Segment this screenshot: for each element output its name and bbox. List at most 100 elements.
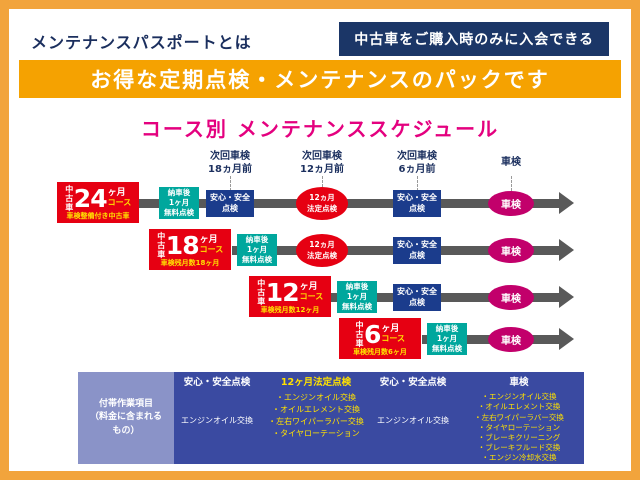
course-box-12months: 中古車 12 ヶ月 コース 車検残月数12ヶ月 [249,276,331,318]
legal-inspection-marker: 12ヵ月 法定点検 [296,187,348,220]
legal-inspection-marker: 12ヵ月 法定点検 [296,234,348,267]
course-suffix: コース [299,291,324,301]
course-main: 中古車 18 ヶ月 コース [152,231,228,259]
delivery-line2: 1ヶ月 [436,333,458,343]
column-header-line1: 次回車検 [397,151,437,162]
shaken-marker: 車検 [488,238,534,263]
table-col-items: ・エンジンオイル交換 ・オイルエレメント交換 ・左右ワイパーラバー交換 ・タイヤ… [260,392,372,440]
column-tick [417,176,418,191]
table-left-line1: 付帯作業項目 [98,398,153,409]
used-car-label: 中古車 [156,231,166,259]
course-number: 12 [265,277,300,307]
course-unit: ヶ月 [199,234,218,245]
course-number: 6 [363,319,381,349]
column-header-6months: 次回車検 6ヵ月前 [381,151,453,176]
table-col-safety-1: 安心・安全点検 エンジンオイル交換 [174,372,260,464]
table-col-shaken: 車検 ・エンジンオイル交換 ・オイルエレメント交換 ・左右ワイパーラバー交換 ・… [454,372,584,464]
safety-inspection-marker: 安心・安全 点検 [206,190,254,217]
table-item: エンジンオイル交換 [377,416,449,426]
table-col-items: エンジンオイル交換 [372,415,454,427]
legal-line1: 12ヵ月 [309,240,335,250]
course-side: ヶ月 コース [299,281,324,302]
delivery-inspection-marker: 納車後 1ヶ月 無料点検 [237,234,277,266]
column-header-line2: 6ヵ月前 [398,163,436,175]
table-left-line2: （料金に含まれる [89,412,162,423]
table-col-items: エンジンオイル交換 [174,415,260,427]
table-col-header: 12ヶ月法定点検 [280,377,352,388]
delivery-line1: 納車後 [435,323,459,333]
delivery-line3: 無料点検 [342,302,372,312]
delivery-line2: 1ヶ月 [246,244,268,254]
column-header-12months: 次回車検 12ヵ月前 [286,151,358,176]
course-side: ヶ月 コース [381,324,405,344]
table-item: ・オイルエレメント交換 [272,405,360,415]
used-car-label: 中古車 [64,184,74,212]
table-col-header: 安心・安全点検 [183,377,251,388]
infographic: メンテナンスパスポートとは 中古車をご購入時のみに入会できる お得な定期点検・メ… [9,9,631,471]
safety-line1: 安心・安全 [397,287,437,297]
course-caption: 車検整備付き中古車 [66,212,130,220]
safety-inspection-marker: 安心・安全 点検 [393,284,441,311]
table-left-line3: もの） [112,425,140,436]
course-caption: 車検残月数12ヶ月 [260,306,320,314]
course-caption: 車検残月数6ヶ月 [353,348,407,356]
column-tick [322,176,323,191]
safety-inspection-marker: 安心・安全 点検 [393,190,441,217]
course-main: 中古車 24 ヶ月 コース [60,184,136,212]
safety-line1: 安心・安全 [397,193,437,203]
safety-line2: 点検 [409,297,425,307]
used-car-label: 中古車 [256,278,266,306]
column-header-line2: 18ヵ月前 [208,163,252,175]
course-suffix: コース [107,197,132,207]
safety-inspection-marker: 安心・安全 点検 [393,237,441,264]
table-col-header: 安心・安全点検 [379,377,447,388]
used-car-label: 中古車 [354,320,364,348]
column-header-line1: 次回車検 [210,151,250,162]
column-header-shaken: 車検 [475,157,547,170]
promo-banner: お得な定期点検・メンテナンスのパックです [19,60,621,98]
table-item: ・エンジンオイル交換 [481,392,557,402]
course-side: ヶ月 コース [107,187,132,208]
table-item: ・ブレーキフルード交換 [477,442,561,452]
shaken-marker: 車検 [488,191,534,216]
delivery-line3: 無料点検 [432,344,462,354]
course-number: 24 [73,183,108,213]
table-item: ・ブレーキクリーニング [477,432,561,442]
column-tick [511,176,512,191]
delivery-line2: 1ヶ月 [346,291,368,301]
timeline-arrow-24 [137,192,574,214]
included-work-table: 付帯作業項目 （料金に含まれる もの） 安心・安全点検 エンジンオイル交換 12… [78,372,584,464]
shaken-marker: 車検 [488,285,534,310]
table-item: ・エンジンオイル交換 [276,393,356,403]
delivery-line3: 無料点検 [164,208,194,218]
delivery-inspection-marker: 納車後 1ヶ月 無料点検 [159,187,199,219]
page-title: メンテナンスパスポートとは [31,33,252,52]
table-item: エンジンオイル交換 [181,416,253,426]
column-header-18months: 次回車検 18ヵ月前 [194,151,266,176]
safety-line2: 点検 [222,203,238,213]
table-item: ・左右ワイパーラバー交換 [474,412,564,422]
safety-line1: 安心・安全 [397,240,437,250]
column-tick [230,176,231,191]
legal-line2: 法定点検 [307,203,337,213]
safety-line2: 点検 [409,250,425,260]
table-item: ・左右ワイパーラバー交換 [268,417,364,427]
membership-condition-badge: 中古車をご購入時のみに入会できる [339,22,609,56]
safety-line1: 安心・安全 [210,193,250,203]
course-unit: ヶ月 [299,281,318,292]
schedule-title: コース別 メンテナンススケジュール [140,117,500,141]
course-suffix: コース [199,244,224,254]
delivery-inspection-marker: 納車後 1ヶ月 無料点検 [337,281,377,313]
table-col-safety-2: 安心・安全点検 エンジンオイル交換 [372,372,454,464]
table-col-header: 車検 [509,377,529,388]
course-main: 中古車 12 ヶ月 コース [252,278,328,306]
course-main: 中古車 6 ヶ月 コース [342,320,418,348]
course-box-18months: 中古車 18 ヶ月 コース 車検残月数18ヶ月 [149,229,231,271]
course-unit: ヶ月 [107,187,126,198]
column-header-line1: 車検 [501,157,521,168]
legal-line2: 法定点検 [307,250,337,260]
table-left-header: 付帯作業項目 （料金に含まれる もの） [78,372,174,464]
column-header-line2: 12ヵ月前 [300,163,344,175]
timeline-arrow-12 [330,286,574,308]
